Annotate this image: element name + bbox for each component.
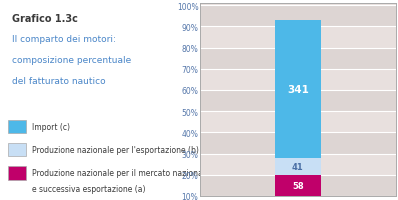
Bar — [8, 120, 25, 134]
Text: composizione percentuale: composizione percentuale — [12, 56, 131, 65]
Text: 341: 341 — [287, 84, 309, 94]
Text: Il comparto dei motori:: Il comparto dei motori: — [12, 35, 116, 44]
Bar — [200, 6, 396, 27]
Text: 58: 58 — [292, 181, 304, 190]
Bar — [200, 91, 396, 112]
Bar — [275, 175, 321, 196]
Text: Grafico 1.3c: Grafico 1.3c — [12, 14, 78, 24]
Bar — [275, 21, 321, 158]
Bar — [200, 196, 396, 200]
Bar — [275, 158, 321, 175]
Text: Import (c): Import (c) — [31, 122, 70, 131]
Text: 41: 41 — [292, 162, 304, 171]
Bar — [200, 154, 396, 175]
Bar — [200, 175, 396, 196]
Bar — [200, 48, 396, 69]
Bar — [200, 112, 396, 133]
Text: Produzione nazionale per il mercato nazionale: Produzione nazionale per il mercato nazi… — [31, 168, 209, 177]
Bar — [200, 27, 396, 48]
Bar — [200, 133, 396, 154]
Text: del fatturato nautico: del fatturato nautico — [12, 77, 105, 86]
Text: Produzione nazionale per l'esportazione (b): Produzione nazionale per l'esportazione … — [31, 145, 199, 154]
Bar — [200, 69, 396, 91]
Bar — [8, 166, 25, 180]
Bar — [8, 143, 25, 157]
Text: e successiva esportazione (a): e successiva esportazione (a) — [31, 184, 145, 193]
